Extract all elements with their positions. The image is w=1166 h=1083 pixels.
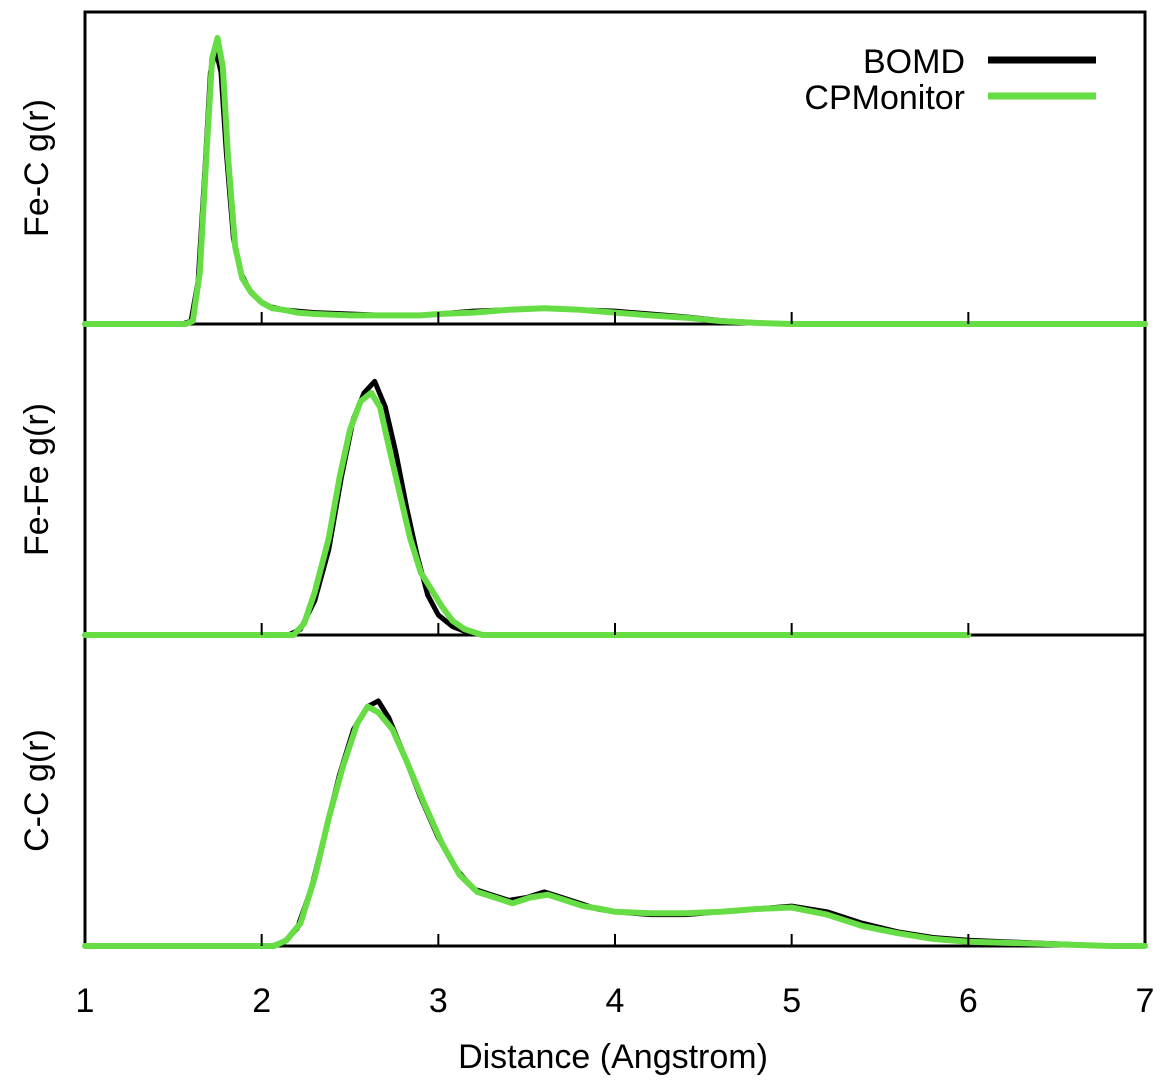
x-tick-label: 4 xyxy=(606,982,625,1020)
x-tick-label: 5 xyxy=(782,982,801,1020)
x-tick-label: 1 xyxy=(76,982,95,1020)
x-tick-label: 2 xyxy=(252,982,271,1020)
panel-separators xyxy=(85,322,1145,637)
legend-label-cpmonitor: CPMonitor xyxy=(804,79,965,117)
x-axis-ticks: 1 2 3 4 5 6 7 xyxy=(76,312,1155,1020)
x-tick-label: 6 xyxy=(959,982,978,1020)
x-tick-label: 3 xyxy=(429,982,448,1020)
series-line-bomd-panel-2 xyxy=(82,378,971,638)
x-axis-label: Distance (Angstrom) xyxy=(458,1038,768,1076)
series-line-cpmonitor-panel-2 xyxy=(82,389,972,638)
plot-frame xyxy=(83,10,1147,948)
panel-ylabel-3: C-C g(r) xyxy=(18,729,56,852)
x-tick-label: 7 xyxy=(1136,982,1155,1020)
panel-ylabel-2: Fe-Fe g(r) xyxy=(18,403,56,556)
series-line-cpmonitor-panel-3 xyxy=(82,703,1148,949)
series-line-cpmonitor-panel-1 xyxy=(82,35,1148,327)
panel-ylabel-1: Fe-C g(r) xyxy=(18,99,56,237)
series-layer xyxy=(82,35,1148,949)
panel-y-labels: Fe-C g(r) Fe-Fe g(r) C-C g(r) xyxy=(18,99,56,852)
plot-border xyxy=(83,10,1147,948)
legend-label-bomd: BOMD xyxy=(863,43,965,81)
